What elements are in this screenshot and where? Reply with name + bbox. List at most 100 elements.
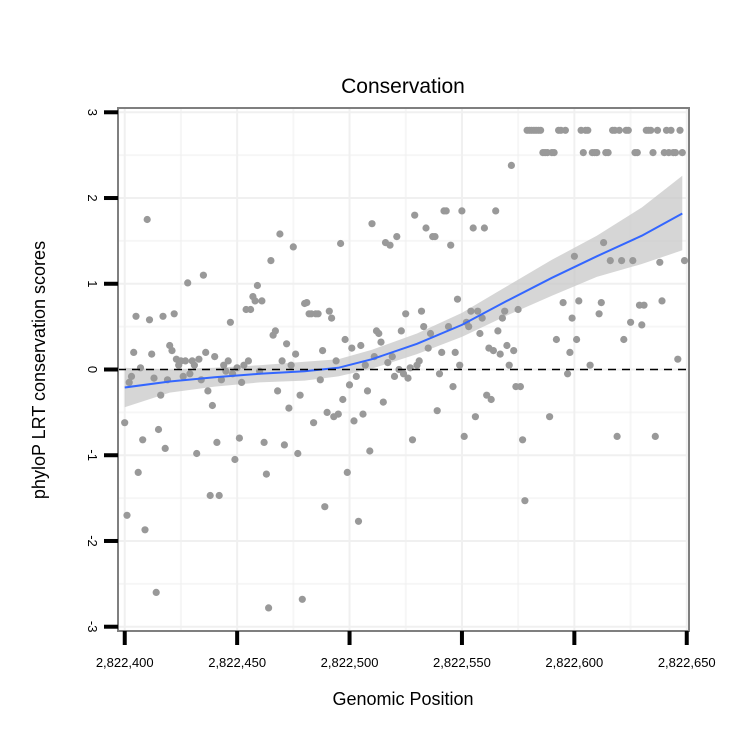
y-tick-label: 1 [85, 280, 100, 287]
data-point [145, 316, 154, 324]
data-point [190, 361, 198, 369]
data-point [465, 323, 473, 331]
data-point [399, 370, 408, 378]
data-point [350, 417, 358, 425]
data-point [233, 364, 241, 372]
data-point [546, 413, 554, 421]
data-point [489, 347, 497, 355]
x-tick-label: 2,822,450 [208, 655, 266, 670]
data-point [606, 257, 614, 265]
data-point [377, 338, 385, 346]
data-point [157, 391, 165, 399]
y-tick-label: 0 [85, 366, 100, 373]
data-point [215, 491, 223, 500]
y-axis: -3 -2 -1 0 1 2 3 [85, 109, 118, 632]
data-point [629, 257, 637, 265]
data-point [420, 323, 428, 331]
data-point [181, 357, 189, 365]
data-point [402, 310, 410, 318]
data-point [570, 252, 579, 260]
data-point [334, 410, 342, 418]
data-point [651, 432, 659, 440]
data-point [276, 230, 284, 238]
data-point [449, 383, 457, 391]
data-point [471, 413, 479, 421]
data-point [345, 381, 354, 389]
data-point [375, 329, 383, 338]
data-point [667, 126, 675, 134]
x-axis-label: Genomic Position [332, 689, 473, 709]
x-axis: 2,822,400 2,822,450 2,822,500 2,822,550 2,82… [96, 631, 716, 670]
data-point [244, 357, 252, 365]
data-point [656, 258, 664, 266]
data-point [343, 468, 351, 476]
chart-title: Conservation [341, 75, 465, 98]
data-point [600, 239, 608, 247]
data-point [379, 398, 387, 406]
data-point [573, 335, 581, 344]
data-point [676, 126, 684, 134]
data-point [415, 357, 423, 365]
data-point [220, 361, 228, 369]
data-point [510, 347, 518, 355]
data-point [283, 340, 291, 348]
data-point [564, 370, 572, 378]
data-point [393, 233, 401, 241]
data-point [260, 438, 268, 446]
data-point [426, 329, 435, 338]
data-point [552, 335, 561, 344]
y-tick-label: -1 [85, 449, 100, 461]
data-point [649, 149, 657, 157]
data-point [575, 297, 583, 305]
data-point [496, 350, 504, 358]
data-point [444, 323, 453, 331]
data-point [150, 374, 158, 382]
data-point [217, 376, 225, 384]
data-point [467, 307, 475, 315]
data-point [253, 281, 261, 290]
data-point [296, 391, 304, 399]
data-point [265, 604, 273, 612]
data-point [422, 224, 430, 232]
y-axis-label: phyloP LRT conservation scores [29, 241, 49, 499]
data-point [674, 355, 682, 363]
data-point [121, 419, 129, 427]
data-point [321, 503, 329, 511]
data-point [469, 224, 477, 232]
data-point [406, 364, 414, 372]
x-tick-label: 2,822,650 [658, 655, 716, 670]
data-point [251, 297, 259, 305]
confidence-band-layer [124, 175, 683, 408]
data-point [323, 408, 331, 416]
data-point [206, 491, 214, 500]
data-point [278, 357, 286, 365]
data-point [168, 347, 176, 355]
data-point [559, 299, 567, 307]
data-point [154, 425, 163, 434]
data-point [332, 357, 340, 365]
data-point [384, 359, 392, 367]
data-point [397, 327, 405, 335]
data-point [238, 378, 246, 386]
data-point [433, 407, 441, 415]
data-point [186, 370, 194, 378]
data-point [658, 297, 666, 305]
data-point [366, 447, 374, 455]
data-point [287, 361, 295, 369]
data-point [127, 372, 136, 380]
data-point [671, 149, 680, 157]
data-point [478, 314, 486, 322]
data-point [125, 378, 133, 386]
data-point [285, 404, 293, 412]
data-point [618, 257, 626, 265]
data-point [341, 335, 349, 344]
data-point [134, 468, 142, 476]
data-point [424, 344, 432, 352]
data-point [678, 149, 686, 157]
data-point [447, 241, 455, 249]
data-point [476, 329, 484, 338]
data-point [431, 233, 439, 241]
data-point [627, 318, 635, 326]
data-point [303, 299, 311, 307]
smooth-line [124, 212, 683, 389]
